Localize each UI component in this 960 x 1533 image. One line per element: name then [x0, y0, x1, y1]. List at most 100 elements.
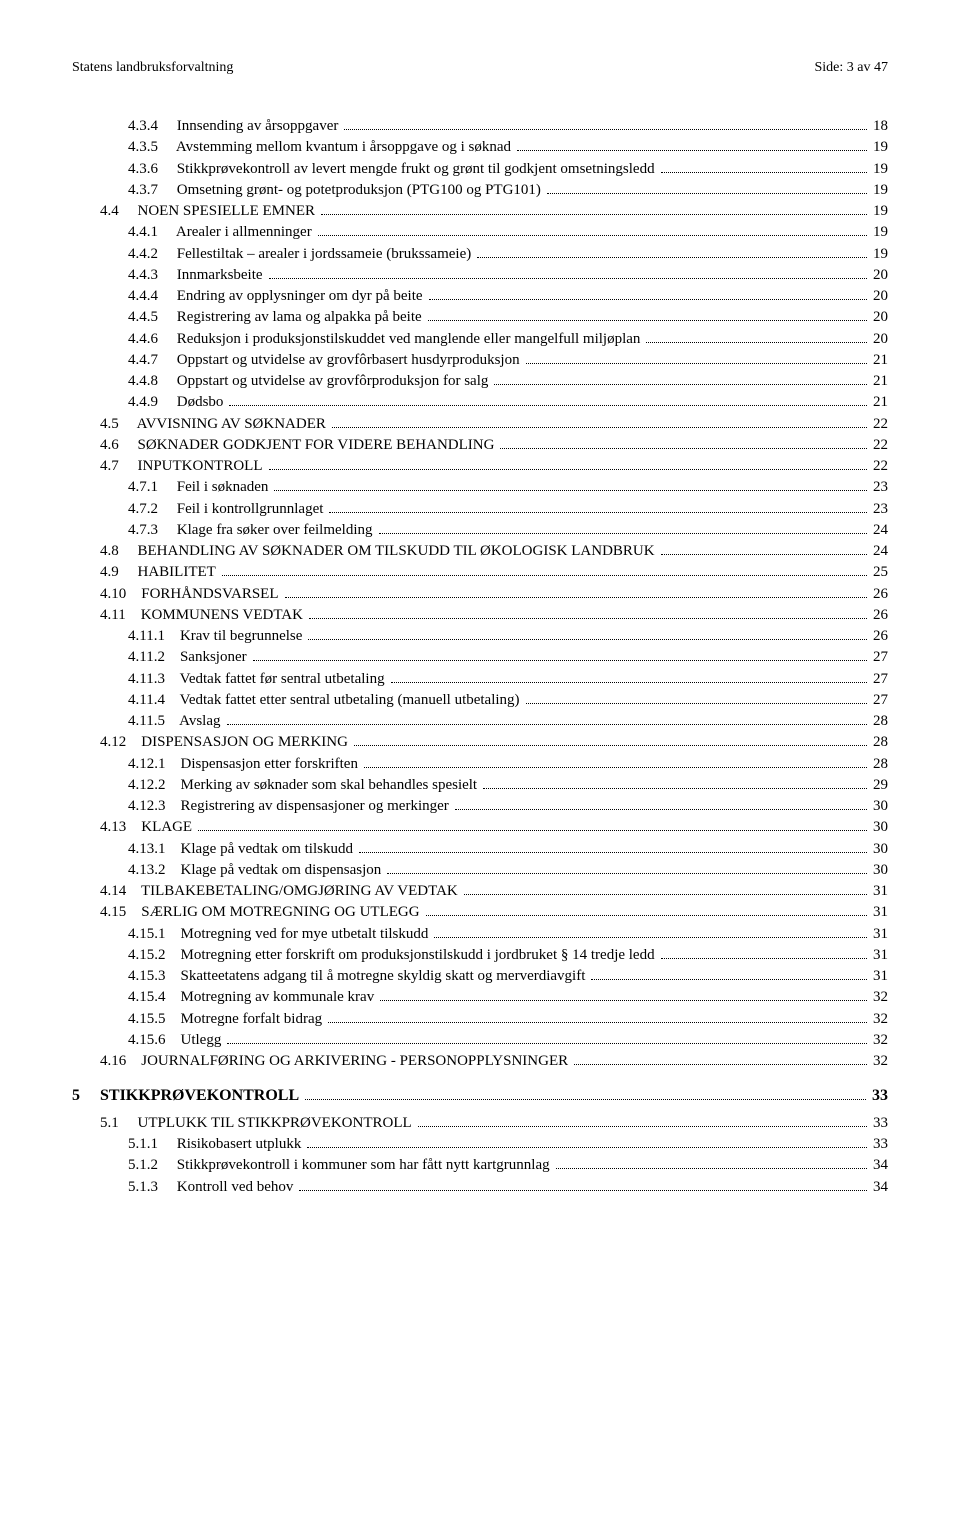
- toc-entry-page: 26: [869, 605, 888, 625]
- toc-leader-dots: [253, 648, 867, 661]
- toc-entry-label: 4.4.3 Innmarksbeite: [128, 265, 267, 285]
- toc-entry-page: 21: [869, 392, 888, 412]
- toc-entry-label: 4.3.4 Innsending av årsoppgaver: [128, 116, 342, 136]
- toc-leader-dots: [526, 351, 867, 364]
- toc-leader-dots: [391, 670, 867, 683]
- toc-entry-label: 4.8 BEHANDLING AV SØKNADER OM TILSKUDD T…: [100, 541, 659, 561]
- toc-entry: 5.1.1 Risikobasert utplukk 33: [72, 1134, 888, 1154]
- toc-entry-page: 19: [869, 180, 888, 200]
- toc-entry-label: 5.1.1 Risikobasert utplukk: [128, 1134, 305, 1154]
- toc-entry-page: 25: [869, 562, 888, 582]
- toc-entry: 4.4.5 Registrering av lama og alpakka på…: [72, 307, 888, 327]
- toc-entry-page: 26: [869, 626, 888, 646]
- toc-entry-label: 4.7.3 Klage fra søker over feilmelding: [128, 520, 377, 540]
- toc-entry: 4.9 HABILITET25: [72, 562, 888, 582]
- toc-entry-page: 33: [868, 1085, 888, 1107]
- toc-entry-label: 4.7.2 Feil i kontrollgrunnlaget: [128, 499, 327, 519]
- toc-entry-page: 27: [869, 647, 888, 667]
- toc-leader-dots: [329, 500, 867, 513]
- toc-entry-page: 31: [869, 924, 888, 944]
- toc-entry-page: 21: [869, 371, 888, 391]
- toc-leader-dots: [198, 818, 867, 831]
- toc-leader-dots: [464, 882, 867, 895]
- toc-entry: 4.12.3 Registrering av dispensasjoner og…: [72, 796, 888, 816]
- toc-entry: 4.13.1 Klage på vedtak om tilskudd 30: [72, 839, 888, 859]
- toc-entry-page: 30: [869, 839, 888, 859]
- toc-entry-label: 4.13.1 Klage på vedtak om tilskudd: [128, 839, 357, 859]
- toc-entry-label: 4.15.2 Motregning etter forskrift om pro…: [128, 945, 659, 965]
- toc-entry-label: 4.13.2 Klage på vedtak om dispensasjon: [128, 860, 385, 880]
- toc-leader-dots: [477, 245, 867, 258]
- toc-leader-dots: [307, 1135, 867, 1148]
- toc-entry: 4.11 KOMMUNENS VEDTAK26: [72, 605, 888, 625]
- toc-entry-page: 23: [869, 499, 888, 519]
- toc-entry-label: 4.4.8 Oppstart og utvidelse av grovfôrpr…: [128, 371, 492, 391]
- toc-leader-dots: [500, 436, 867, 449]
- toc-leader-dots: [227, 1031, 867, 1044]
- toc-leader-dots: [547, 181, 867, 194]
- toc-leader-dots: [646, 330, 867, 343]
- toc-entry-page: 29: [869, 775, 888, 795]
- toc-leader-dots: [344, 117, 867, 130]
- toc-entry-label: 4.4.9 Dødsbo: [128, 392, 227, 412]
- toc-entry-label: 4.12.1 Dispensasjon etter forskriften: [128, 754, 362, 774]
- toc-leader-dots: [455, 797, 867, 810]
- toc-entry-page: 31: [869, 945, 888, 965]
- toc-entry-page: 33: [869, 1113, 888, 1133]
- toc-leader-dots: [321, 202, 867, 215]
- header-left: Statens landbruksforvaltning: [72, 60, 233, 76]
- toc-leader-dots: [380, 988, 867, 1001]
- toc-entry-page: 28: [869, 711, 888, 731]
- toc-leader-dots: [285, 585, 867, 598]
- toc-entry-page: 19: [869, 201, 888, 221]
- toc-entry: 4.11.2 Sanksjoner 27: [72, 647, 888, 667]
- toc-entry-page: 33: [869, 1134, 888, 1154]
- toc-entry-page: 18: [869, 116, 888, 136]
- toc-leader-dots: [379, 521, 867, 534]
- toc-leader-dots: [227, 712, 868, 725]
- toc-entry-label: 4.15.5 Motregne forfalt bidrag: [128, 1009, 326, 1029]
- toc-entry: 4.4.9 Dødsbo 21: [72, 392, 888, 412]
- toc-entry: 5.1.2 Stikkprøvekontroll i kommuner som …: [72, 1155, 888, 1175]
- toc-entry: 4.4.3 Innmarksbeite20: [72, 265, 888, 285]
- header-right: Side: 3 av 47: [815, 60, 889, 76]
- toc-entry-label: 4.4.5 Registrering av lama og alpakka på…: [128, 307, 426, 327]
- toc-entry-page: 28: [869, 732, 888, 752]
- toc-entry-page: 27: [869, 669, 888, 689]
- toc-entry-page: 26: [869, 584, 888, 604]
- toc-leader-dots: [274, 478, 867, 491]
- toc-entry-label: 5.1.2 Stikkprøvekontroll i kommuner som …: [128, 1155, 554, 1175]
- toc-entry-label: 4.11.2 Sanksjoner: [128, 647, 251, 667]
- toc-entry-label: 4.3.7 Omsetning grønt- og potetproduksjo…: [128, 180, 545, 200]
- toc-leader-dots: [426, 903, 867, 916]
- toc-entry-label: 4.4.2 Fellestiltak – arealer i jordssame…: [128, 244, 475, 264]
- toc-leader-dots: [494, 372, 867, 385]
- page-header: Statens landbruksforvaltning Side: 3 av …: [72, 60, 888, 76]
- toc-entry-page: 34: [869, 1177, 888, 1197]
- toc-entry-page: 19: [869, 244, 888, 264]
- toc-leader-dots: [434, 925, 867, 938]
- toc-leader-dots: [517, 138, 867, 151]
- toc-entry-page: 32: [869, 1030, 888, 1050]
- toc-leader-dots: [318, 223, 867, 236]
- toc-entry: 4.10 FORHÅNDSVARSEL26: [72, 584, 888, 604]
- toc-entry-label: 4.15.3 Skatteetatens adgang til å motreg…: [128, 966, 589, 986]
- toc-leader-dots: [354, 733, 867, 746]
- toc-leader-dots: [269, 457, 868, 470]
- toc-entry-page: 30: [869, 796, 888, 816]
- toc-entry-label: 4.12.3 Registrering av dispensasjoner og…: [128, 796, 453, 816]
- toc-entry: 4.13.2 Klage på vedtak om dispensasjon30: [72, 860, 888, 880]
- toc-entry-page: 31: [869, 881, 888, 901]
- toc-leader-dots: [418, 1114, 867, 1127]
- toc-entry-label: 4.15 SÆRLIG OM MOTREGNING OG UTLEGG: [100, 902, 424, 922]
- toc-entry-page: 34: [869, 1155, 888, 1175]
- toc-leader-dots: [429, 287, 867, 300]
- toc-entry-label: 4.12.2 Merking av søknader som skal beha…: [128, 775, 481, 795]
- toc-entry-label: 4.14 TILBAKEBETALING/OMGJØRING AV VEDTAK: [100, 881, 462, 901]
- toc-entry-page: 31: [869, 902, 888, 922]
- toc-entry-page: 20: [869, 329, 888, 349]
- toc-entry: 4.6 SØKNADER GODKJENT FOR VIDERE BEHANDL…: [72, 435, 888, 455]
- toc-leader-dots: [305, 1086, 866, 1100]
- toc-entry: 4.7.1 Feil i søknaden23: [72, 477, 888, 497]
- toc-entry-page: 30: [869, 817, 888, 837]
